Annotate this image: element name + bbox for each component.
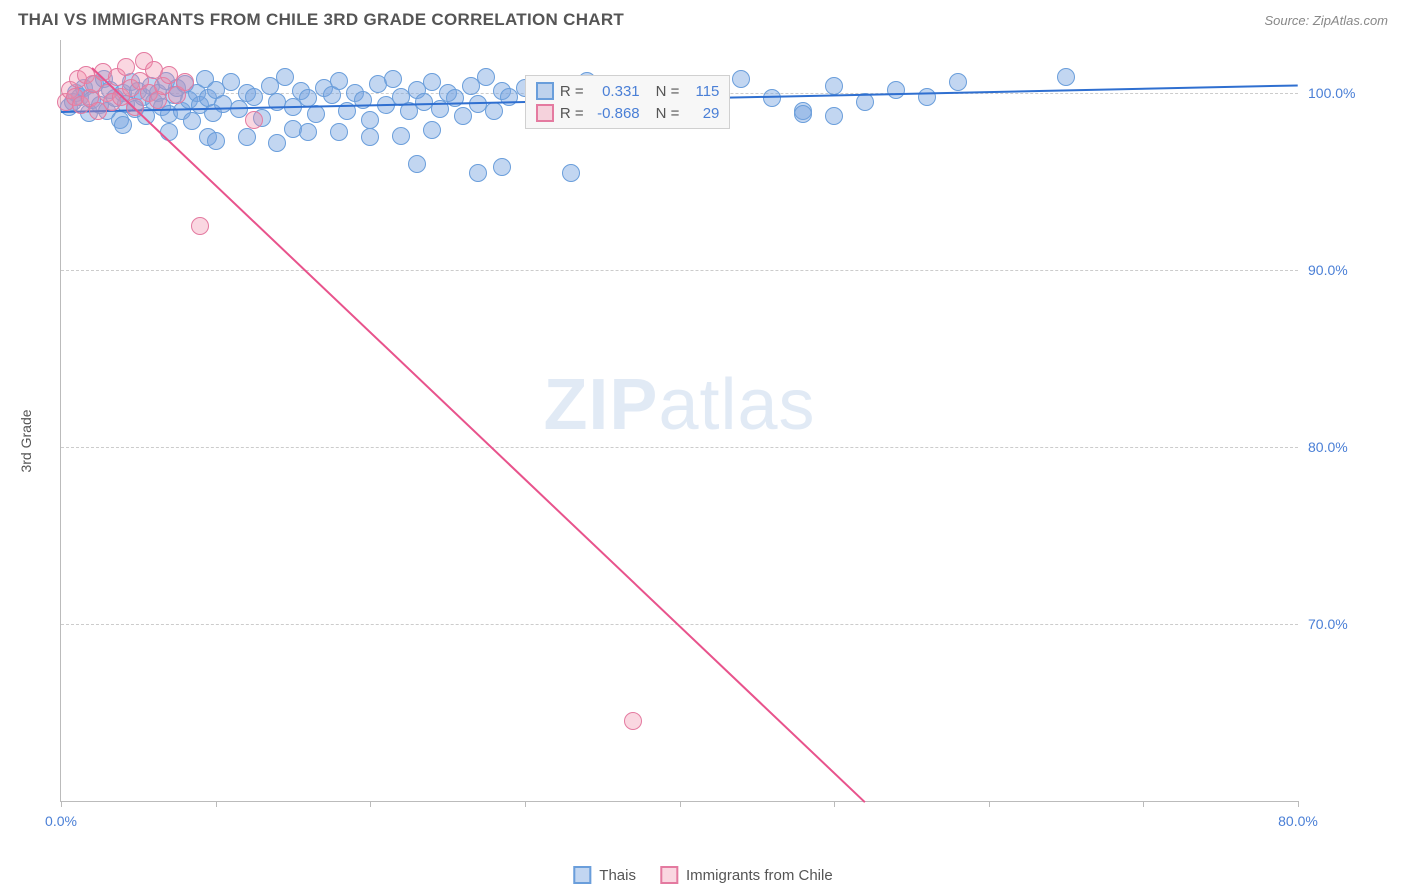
r-label: R = [560, 83, 584, 100]
stats-legend: R = 0.331 N = 115 R = -0.868 N = 29 [525, 75, 731, 129]
n-value: 29 [685, 105, 719, 122]
data-point [238, 128, 256, 146]
data-point [794, 105, 812, 123]
x-tick [834, 801, 835, 807]
data-point [160, 123, 178, 141]
n-label: N = [656, 83, 680, 100]
swatch-icon [660, 866, 678, 884]
data-point [191, 217, 209, 235]
data-point [117, 58, 135, 76]
data-point [183, 112, 201, 130]
data-point [887, 81, 905, 99]
gridline [61, 270, 1298, 271]
data-point [114, 116, 132, 134]
data-point [299, 123, 317, 141]
swatch-icon [573, 866, 591, 884]
data-point [493, 158, 511, 176]
x-tick [216, 801, 217, 807]
x-tick [61, 801, 62, 807]
data-point [485, 102, 503, 120]
data-point [454, 107, 472, 125]
y-tick-label: 70.0% [1308, 616, 1378, 632]
data-point [176, 73, 194, 91]
legend-item-thais: Thais [573, 866, 636, 884]
x-tick [989, 801, 990, 807]
gridline [61, 447, 1298, 448]
data-point [330, 123, 348, 141]
stats-legend-row: R = -0.868 N = 29 [536, 102, 720, 124]
y-tick-label: 100.0% [1308, 85, 1378, 101]
data-point [361, 128, 379, 146]
x-tick-label: 80.0% [1278, 813, 1318, 829]
data-point [207, 132, 225, 150]
plot-area: ZIPatlas 70.0%80.0%90.0%100.0%0.0%80.0%R… [60, 40, 1298, 802]
data-point [918, 88, 936, 106]
chart-container: 3rd Grade ZIPatlas 70.0%80.0%90.0%100.0%… [18, 40, 1388, 842]
data-point [949, 73, 967, 91]
data-point [361, 111, 379, 129]
data-point [330, 72, 348, 90]
y-tick-label: 90.0% [1308, 262, 1378, 278]
n-value: 115 [685, 83, 719, 100]
bottom-legend: Thais Immigrants from Chile [573, 866, 832, 884]
watermark: ZIPatlas [543, 364, 815, 446]
data-point [825, 77, 843, 95]
data-point [392, 127, 410, 145]
n-label: N = [656, 105, 680, 122]
x-tick-label: 0.0% [45, 813, 77, 829]
y-tick-label: 80.0% [1308, 439, 1378, 455]
legend-label: Thais [599, 867, 636, 884]
data-point [624, 712, 642, 730]
x-tick [370, 801, 371, 807]
stats-legend-row: R = 0.331 N = 115 [536, 80, 720, 102]
data-point [1057, 68, 1075, 86]
data-point [408, 155, 426, 173]
data-point [477, 68, 495, 86]
legend-label: Immigrants from Chile [686, 867, 833, 884]
data-point [276, 68, 294, 86]
x-tick [1143, 801, 1144, 807]
data-point [307, 105, 325, 123]
data-point [763, 89, 781, 107]
r-label: R = [560, 105, 584, 122]
data-point [245, 111, 263, 129]
r-value: -0.868 [590, 105, 640, 122]
legend-item-chile: Immigrants from Chile [660, 866, 833, 884]
data-point [245, 88, 263, 106]
r-value: 0.331 [590, 83, 640, 100]
swatch-icon [536, 82, 554, 100]
chart-title: THAI VS IMMIGRANTS FROM CHILE 3RD GRADE … [18, 10, 624, 30]
data-point [384, 70, 402, 88]
x-tick [525, 801, 526, 807]
source-attribution: Source: ZipAtlas.com [1264, 13, 1388, 28]
data-point [446, 89, 464, 107]
data-point [423, 121, 441, 139]
data-point [268, 134, 286, 152]
x-tick [680, 801, 681, 807]
data-point [562, 164, 580, 182]
x-tick [1298, 801, 1299, 807]
data-point [732, 70, 750, 88]
data-point [825, 107, 843, 125]
data-point [469, 164, 487, 182]
swatch-icon [536, 104, 554, 122]
y-axis-label: 3rd Grade [18, 409, 34, 472]
